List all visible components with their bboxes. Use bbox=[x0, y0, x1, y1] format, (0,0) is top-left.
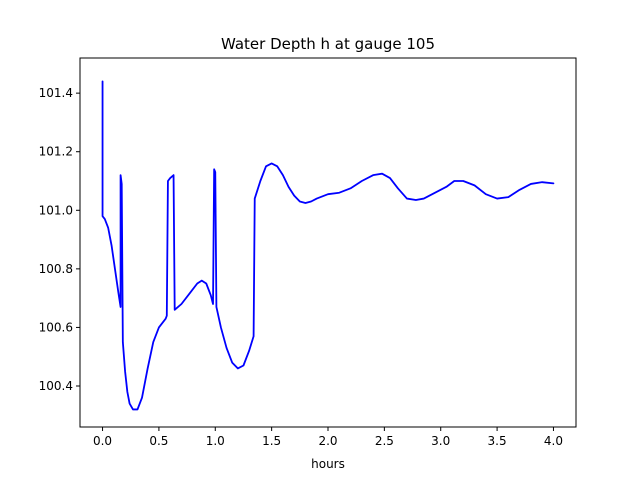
y-axis: 100.4 100.6 100.8 101.0 101.2 101.4 bbox=[39, 86, 80, 393]
y-tick-label: 100.6 bbox=[39, 320, 73, 334]
x-tick-label: 0.0 bbox=[93, 434, 112, 448]
y-tick-label: 101.0 bbox=[39, 203, 73, 217]
y-tick-label: 101.2 bbox=[39, 145, 73, 159]
x-tick-label: 4.0 bbox=[544, 434, 563, 448]
x-tick-label: 0.5 bbox=[149, 434, 168, 448]
series-layer bbox=[101, 80, 555, 411]
x-tick-label: 3.0 bbox=[431, 434, 450, 448]
x-axis: 0.0 0.5 1.0 1.5 2.0 2.5 3.0 3.5 4.0 bbox=[93, 427, 563, 448]
x-tick-label: 1.5 bbox=[262, 434, 281, 448]
chart-title: Water Depth h at gauge 105 bbox=[221, 35, 435, 53]
y-tick-label: 100.4 bbox=[39, 379, 73, 393]
y-tick-label: 101.4 bbox=[39, 86, 73, 100]
series-line-0 bbox=[101, 80, 555, 411]
y-tick-label: 100.8 bbox=[39, 262, 73, 276]
x-tick-label: 2.5 bbox=[375, 434, 394, 448]
plot-area bbox=[80, 58, 576, 427]
x-tick-label: 2.0 bbox=[318, 434, 337, 448]
x-axis-label: hours bbox=[311, 457, 345, 471]
x-tick-label: 3.5 bbox=[488, 434, 507, 448]
x-tick-label: 1.0 bbox=[206, 434, 225, 448]
